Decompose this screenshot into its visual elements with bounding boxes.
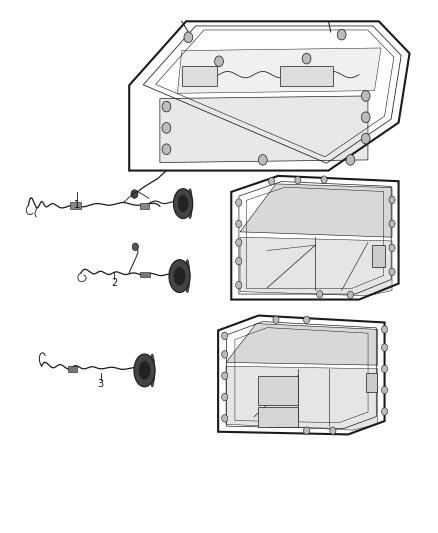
Circle shape (304, 427, 310, 434)
Ellipse shape (150, 354, 155, 387)
Bar (140, 203, 149, 209)
Polygon shape (226, 324, 378, 365)
Circle shape (236, 239, 242, 246)
Circle shape (222, 372, 228, 379)
Circle shape (184, 32, 193, 43)
Bar (372, 245, 385, 266)
Text: 1: 1 (74, 200, 80, 210)
Circle shape (346, 155, 355, 165)
Ellipse shape (188, 189, 192, 219)
Circle shape (222, 332, 228, 340)
Ellipse shape (178, 195, 188, 212)
Circle shape (381, 326, 388, 333)
Circle shape (381, 386, 388, 394)
Circle shape (222, 393, 228, 401)
Circle shape (215, 56, 223, 67)
Ellipse shape (139, 361, 150, 380)
Text: 3: 3 (98, 379, 104, 389)
Text: 2: 2 (111, 278, 117, 288)
Polygon shape (177, 48, 381, 93)
Polygon shape (160, 96, 368, 163)
Polygon shape (240, 237, 392, 296)
Ellipse shape (185, 260, 190, 293)
Circle shape (321, 176, 327, 183)
Ellipse shape (169, 260, 190, 293)
Circle shape (317, 290, 323, 298)
Circle shape (389, 220, 395, 228)
Circle shape (347, 291, 353, 298)
Circle shape (381, 365, 388, 373)
Circle shape (162, 101, 171, 112)
Circle shape (381, 344, 388, 351)
Circle shape (162, 144, 171, 155)
Circle shape (361, 133, 370, 144)
Circle shape (330, 427, 336, 434)
Ellipse shape (134, 354, 155, 387)
Circle shape (258, 155, 267, 165)
Ellipse shape (173, 189, 193, 219)
Circle shape (236, 281, 242, 289)
Bar (366, 373, 377, 392)
Ellipse shape (174, 266, 185, 286)
Circle shape (304, 316, 310, 324)
Bar (258, 407, 298, 427)
Circle shape (162, 123, 171, 133)
Polygon shape (226, 366, 378, 430)
Bar (258, 376, 298, 405)
Circle shape (222, 351, 228, 358)
Circle shape (389, 244, 395, 252)
Circle shape (295, 176, 301, 184)
Polygon shape (240, 184, 392, 237)
Circle shape (236, 199, 242, 206)
Circle shape (236, 220, 242, 228)
Circle shape (273, 316, 279, 324)
Circle shape (389, 268, 395, 276)
Circle shape (389, 196, 395, 204)
Circle shape (337, 29, 346, 40)
Circle shape (361, 91, 370, 101)
Bar (68, 366, 77, 372)
Circle shape (236, 257, 242, 265)
Bar (140, 272, 150, 277)
Circle shape (132, 243, 138, 251)
Bar (182, 66, 217, 86)
Circle shape (361, 112, 370, 123)
Circle shape (222, 415, 228, 422)
Circle shape (131, 190, 138, 198)
Circle shape (381, 408, 388, 415)
Bar (70, 202, 81, 209)
Circle shape (302, 53, 311, 64)
Bar (280, 66, 333, 86)
Circle shape (268, 177, 275, 185)
